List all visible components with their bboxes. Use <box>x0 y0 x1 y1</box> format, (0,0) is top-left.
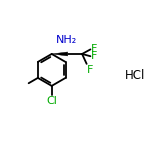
Polygon shape <box>52 52 68 56</box>
Text: HCl: HCl <box>125 69 145 82</box>
Text: F: F <box>91 44 98 54</box>
Text: Cl: Cl <box>46 96 57 106</box>
Text: NH₂: NH₂ <box>56 35 78 45</box>
Text: F: F <box>87 65 93 75</box>
Text: F: F <box>91 51 98 61</box>
